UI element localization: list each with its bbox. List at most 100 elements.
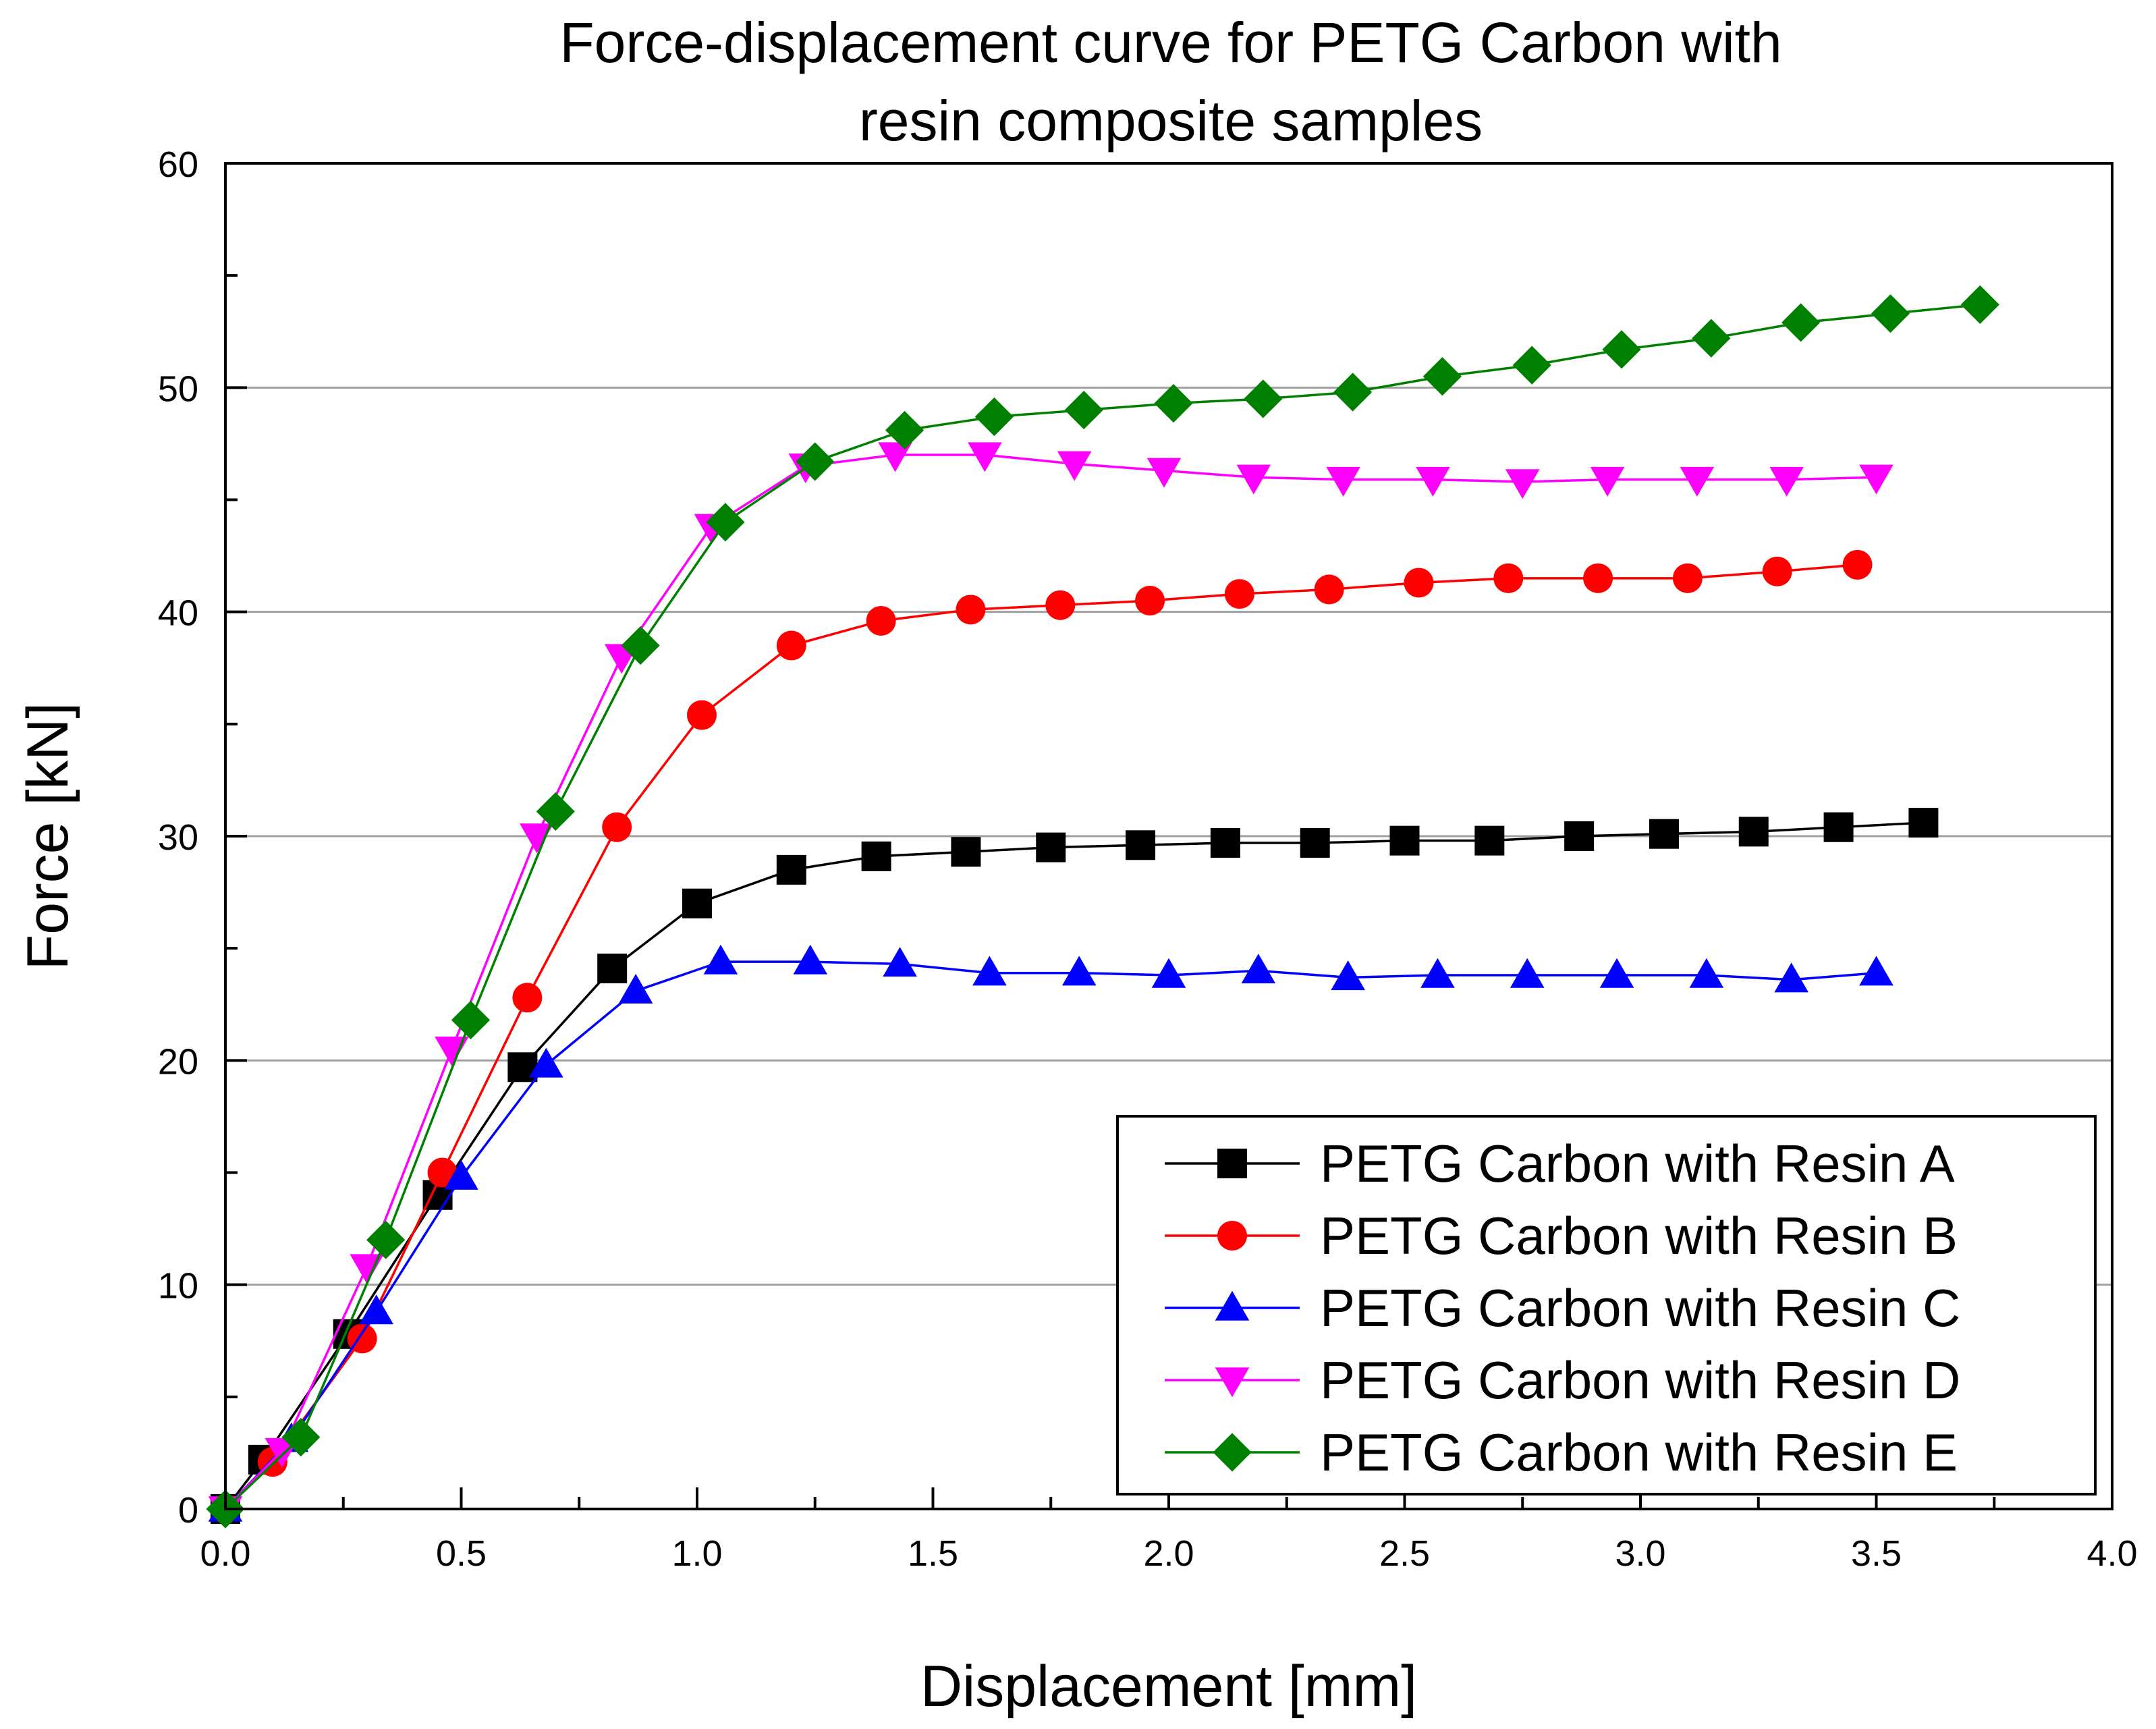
- data-point: [1493, 563, 1524, 593]
- y-axis-title: Force [kN]: [16, 703, 80, 970]
- data-point: [972, 956, 1007, 986]
- data-point: [1505, 469, 1540, 499]
- data-point: [951, 837, 981, 867]
- data-point: [1126, 830, 1156, 860]
- data-point: [1314, 574, 1344, 605]
- data-point: [1680, 466, 1715, 497]
- data-point: [1151, 958, 1186, 988]
- data-point: [878, 442, 912, 472]
- series-d: [208, 442, 1894, 1527]
- legend-entry: PETG Carbon with Resin E: [1165, 1423, 1958, 1482]
- data-point: [1244, 379, 1283, 418]
- y-tick-label: 60: [158, 144, 198, 185]
- data-point: [597, 954, 628, 984]
- y-tick-label: 30: [158, 817, 198, 858]
- data-point: [1769, 466, 1804, 497]
- data-point: [1602, 330, 1641, 369]
- data-point: [1404, 568, 1434, 598]
- y-tick-label: 50: [158, 368, 198, 409]
- series-c: [208, 944, 1894, 1522]
- data-point: [1689, 958, 1724, 988]
- data-point: [1842, 549, 1873, 580]
- data-series: [206, 285, 1999, 1529]
- legend-marker: [1217, 1149, 1247, 1178]
- x-tick-label: 3.0: [1615, 1533, 1665, 1574]
- data-point: [1599, 958, 1634, 988]
- data-point: [1420, 958, 1455, 988]
- data-point: [520, 823, 554, 854]
- data-point: [1300, 827, 1330, 858]
- data-point: [1590, 466, 1625, 497]
- data-point: [861, 841, 891, 871]
- data-point: [1908, 808, 1939, 838]
- data-point: [776, 854, 806, 885]
- data-point: [1389, 825, 1420, 856]
- data-point: [1154, 383, 1193, 423]
- x-tick-label: 4.0: [2086, 1533, 2137, 1574]
- data-point: [1210, 827, 1240, 858]
- data-point: [1135, 586, 1165, 616]
- data-point: [1064, 390, 1103, 430]
- data-point: [682, 888, 712, 918]
- data-point: [883, 947, 917, 977]
- chart-title-line-2: resin composite samples: [859, 89, 1483, 153]
- data-point: [1146, 458, 1182, 488]
- y-tick-label: 40: [158, 593, 198, 634]
- legend-label: PETG Carbon with Resin A: [1320, 1134, 1955, 1193]
- data-point: [1416, 466, 1450, 497]
- data-point: [512, 983, 543, 1013]
- data-point: [618, 974, 653, 1004]
- x-tick-label: 3.5: [1851, 1533, 1902, 1574]
- legend-label: PETG Carbon with Resin E: [1320, 1423, 1958, 1482]
- data-point: [1512, 346, 1551, 385]
- legend-label: PETG Carbon with Resin C: [1320, 1278, 1960, 1338]
- legend-box: [1116, 1115, 2097, 1495]
- data-point: [1422, 357, 1462, 396]
- data-point: [1036, 832, 1066, 862]
- data-point: [1781, 303, 1821, 342]
- data-point: [507, 1052, 538, 1082]
- series-line: [224, 564, 1858, 1510]
- data-point: [968, 442, 1002, 472]
- legend-entry: PETG Carbon with Resin C: [1165, 1278, 1960, 1338]
- data-point: [776, 630, 806, 661]
- x-tick-label: 1.5: [908, 1533, 958, 1574]
- data-point: [602, 812, 632, 842]
- x-tick-label: 0.0: [200, 1533, 250, 1574]
- data-point: [621, 626, 660, 665]
- data-point: [281, 1418, 321, 1457]
- series-line: [224, 960, 1877, 1510]
- data-point: [796, 442, 835, 481]
- legend-label: PETG Carbon with Resin D: [1320, 1350, 1960, 1410]
- data-point: [1762, 556, 1792, 586]
- data-point: [1738, 817, 1769, 847]
- axis-ticks: 0.0 0.5 1.0 1.5 2.0 2.5 3.0 3.5 4.0 0 10 20 30 40 50 60: [158, 144, 2138, 1574]
- data-point: [1672, 563, 1703, 593]
- legend-entry: PETG Carbon with Resin D: [1165, 1350, 1960, 1410]
- data-point: [1236, 464, 1271, 495]
- data-point: [451, 1000, 491, 1040]
- data-point: [359, 1294, 393, 1325]
- data-point: [706, 503, 745, 542]
- x-tick-label: 2.5: [1379, 1533, 1430, 1574]
- chart-title-line-1: Force-displacement curve for PETG Carbon…: [559, 11, 1781, 74]
- legend-marker: [1215, 1290, 1250, 1321]
- data-point: [1692, 319, 1731, 358]
- data-point: [444, 1159, 478, 1190]
- data-point: [793, 944, 828, 975]
- data-point: [1224, 579, 1254, 609]
- data-point: [1583, 563, 1613, 593]
- data-point: [366, 1220, 406, 1259]
- legend-entry: PETG Carbon with Resin B: [1165, 1206, 1958, 1265]
- data-point: [1859, 956, 1894, 986]
- data-point: [686, 700, 717, 730]
- data-point: [1510, 958, 1545, 988]
- y-tick-label: 20: [158, 1041, 198, 1082]
- data-point: [703, 944, 738, 975]
- y-tick-label: 10: [158, 1266, 198, 1307]
- data-point: [1871, 294, 1910, 333]
- x-tick-label: 1.0: [671, 1533, 722, 1574]
- data-point: [1061, 956, 1097, 986]
- legend-marker: [1213, 1433, 1252, 1472]
